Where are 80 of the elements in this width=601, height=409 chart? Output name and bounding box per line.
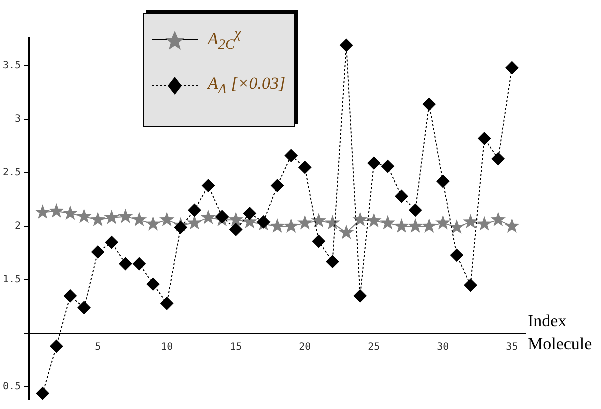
point — [284, 149, 298, 162]
point — [78, 301, 91, 314]
point — [409, 204, 422, 217]
point — [228, 212, 244, 227]
point — [270, 218, 286, 233]
point — [76, 208, 92, 224]
point — [160, 297, 174, 310]
point — [394, 218, 410, 233]
y-tick-label: 2 — [15, 221, 22, 232]
legend-label: A$_{Λ}$ [×0.03] — [208, 74, 286, 98]
point — [200, 210, 216, 224]
point — [146, 278, 160, 291]
point — [368, 156, 381, 170]
point — [104, 210, 120, 224]
point — [64, 290, 77, 303]
point — [187, 215, 202, 230]
point — [490, 212, 506, 227]
point — [436, 215, 451, 230]
point — [90, 212, 106, 227]
x-tick-label: 5 — [95, 342, 102, 354]
point — [354, 290, 367, 303]
point — [312, 234, 326, 248]
x-tick-label: 10 — [161, 342, 174, 354]
point — [325, 215, 340, 230]
point — [463, 214, 478, 229]
point — [408, 218, 424, 233]
point — [202, 179, 216, 192]
y-tick-label: 3 — [15, 114, 22, 125]
y-tick-label: 2.5 — [3, 168, 22, 179]
point — [450, 248, 464, 262]
point — [92, 246, 105, 259]
point — [174, 221, 188, 234]
point — [476, 216, 492, 231]
point — [146, 216, 161, 231]
point — [159, 212, 175, 227]
point — [338, 224, 354, 240]
point — [188, 204, 202, 217]
point — [230, 223, 243, 236]
point — [478, 132, 492, 146]
point — [50, 340, 64, 353]
point — [311, 213, 327, 228]
point — [464, 278, 478, 292]
point — [381, 160, 394, 174]
x-axis-title: Index Molecule — [528, 312, 592, 354]
point — [119, 257, 132, 270]
point — [62, 206, 78, 220]
point — [326, 255, 340, 268]
point — [352, 212, 368, 227]
point — [340, 38, 354, 52]
y-tick-label: 0.5 — [3, 382, 22, 393]
point — [492, 152, 505, 166]
point — [380, 215, 396, 230]
x-tick-label: 15 — [230, 342, 242, 354]
point — [298, 215, 313, 230]
point — [35, 204, 50, 220]
point — [132, 212, 148, 227]
point — [36, 387, 50, 400]
point — [298, 161, 312, 174]
point — [422, 218, 437, 233]
point — [105, 236, 118, 250]
point — [506, 61, 519, 74]
point — [118, 208, 134, 224]
point — [243, 207, 256, 220]
point — [271, 179, 284, 192]
y-tick-label: 3.5 — [3, 60, 22, 72]
point — [422, 98, 436, 111]
point — [366, 213, 382, 228]
point — [395, 190, 408, 204]
x-tick-label: 30 — [437, 342, 450, 354]
x-tick-label: 35 — [506, 342, 518, 354]
point — [216, 210, 229, 224]
point — [132, 257, 146, 270]
y-tick-label: 1.5 — [3, 274, 22, 286]
point — [504, 218, 520, 233]
point — [284, 218, 299, 233]
point — [436, 175, 450, 188]
x-tick-label: 20 — [299, 342, 312, 354]
point — [49, 204, 64, 218]
point — [449, 220, 465, 234]
x-tick-label: 25 — [368, 342, 380, 354]
